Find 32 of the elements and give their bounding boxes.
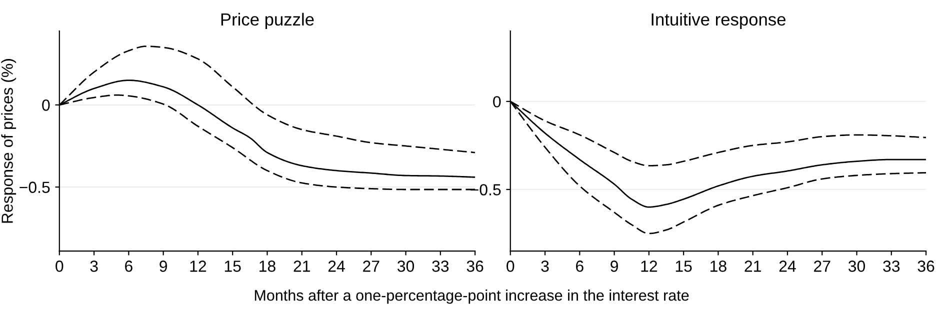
- x-tick-label: 6: [576, 260, 584, 272]
- x-tick-label: 24: [779, 260, 796, 272]
- x-tick-label: 30: [398, 260, 414, 272]
- y-tick-label: −0.5: [20, 182, 50, 193]
- chart-title: Price puzzle: [221, 12, 314, 30]
- x-tick-label: 3: [541, 260, 549, 272]
- x-tick-label: 0: [506, 260, 514, 272]
- x-tick-label: 36: [918, 260, 934, 272]
- x-tick-label: 12: [190, 260, 206, 272]
- x-tick-label: 12: [641, 260, 658, 272]
- x-tick-label: 33: [883, 260, 900, 272]
- x-tick-label: 36: [466, 260, 484, 272]
- x-tick-label: 27: [363, 260, 380, 272]
- x-tick-label: 21: [294, 260, 310, 272]
- x-tick-label: 18: [710, 260, 726, 272]
- x-tick-label: 24: [328, 260, 345, 272]
- x-tick-label: 9: [160, 260, 168, 272]
- x-tick-label: 9: [610, 260, 618, 272]
- x-tick-label: 21: [744, 260, 761, 272]
- x-tick-label: 3: [90, 260, 98, 272]
- x-tick-label: 6: [125, 260, 132, 272]
- x-tick-label: 33: [432, 260, 449, 272]
- x-tick-label: 30: [848, 260, 866, 272]
- y-tick-label: −0.5: [470, 184, 501, 196]
- x-tick-label: 15: [676, 260, 692, 272]
- chart-title: Intuitive response: [652, 12, 786, 30]
- x-axis-title: Months after a one-percentage-point increase in the interest rate: [254, 290, 689, 304]
- x-tick-label: 18: [260, 260, 276, 272]
- x-tick-label: 27: [814, 260, 830, 272]
- y-axis-title: Response of prices (%): [1, 59, 16, 223]
- x-tick-label: 15: [224, 260, 241, 272]
- x-tick-label: 0: [56, 260, 64, 272]
